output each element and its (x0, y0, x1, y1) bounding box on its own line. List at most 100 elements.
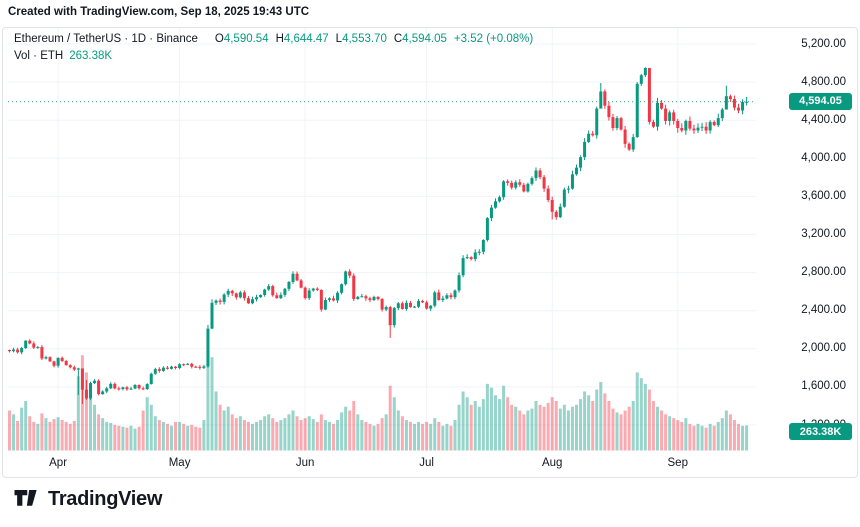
volume-bar (591, 400, 595, 451)
volume-bar (8, 410, 11, 451)
candle-body (368, 298, 372, 301)
volume-bar (182, 423, 186, 451)
candle-body (182, 364, 186, 366)
volume-bar (651, 400, 655, 451)
volume-bar (550, 397, 554, 451)
volume-bar (611, 408, 615, 451)
close-value: 4,594.05 (402, 33, 447, 45)
volume-bar (336, 420, 340, 451)
volume-bar (441, 425, 445, 451)
candle-body (437, 292, 441, 301)
volume-bar (222, 410, 226, 451)
high-value: 4,644.47 (283, 33, 329, 45)
candle-body (741, 102, 745, 111)
candle-body (8, 350, 11, 352)
candle-body (716, 118, 720, 126)
candle-body (380, 299, 384, 310)
volume-bar (643, 383, 647, 451)
volume-bar (12, 414, 16, 451)
volume-bar (84, 372, 88, 451)
candle-body (469, 257, 473, 260)
candle-body (263, 289, 267, 295)
candle-body (238, 292, 242, 298)
candle-body (376, 296, 380, 300)
candle-body (611, 117, 615, 129)
candle-body (631, 137, 635, 150)
candle-body (161, 367, 165, 371)
volume-bar (502, 385, 506, 451)
candle-body (465, 257, 469, 259)
candle-body (599, 91, 603, 109)
volume-bar (238, 416, 242, 451)
candle-body (336, 292, 340, 301)
volume-bar (570, 406, 574, 451)
volume-bar (76, 376, 80, 451)
volume-bar (566, 410, 570, 451)
candle-body (688, 120, 692, 129)
candle-body (392, 308, 396, 326)
price-tick-label: 4,400.00 (801, 113, 846, 126)
candle-body (44, 357, 48, 359)
volume-bar (417, 421, 421, 451)
volume-bar (230, 414, 234, 451)
candle-body (344, 271, 348, 285)
price-tick-label: 5,200.00 (801, 37, 846, 50)
volume-bar (449, 425, 453, 451)
volume-bar (413, 423, 416, 451)
candle-body (587, 133, 591, 142)
volume-bar (647, 389, 651, 451)
candle-body (190, 363, 194, 367)
open-label: O (214, 33, 224, 45)
candle-body (145, 384, 149, 390)
volume-bar (141, 410, 145, 451)
candle-body (198, 366, 202, 368)
candle-body (421, 300, 425, 303)
volume-bar (287, 414, 291, 451)
candle-body (255, 297, 259, 300)
candle-body (696, 127, 700, 131)
candle-body (24, 340, 28, 349)
symbol-legend: Ethereum / TetherUS · 1D · Binance O4,590… (14, 33, 533, 45)
volume-bar (445, 423, 449, 451)
last-price-badge: 4,594.05 (789, 92, 852, 110)
candle-body (315, 288, 319, 290)
candle-body (429, 305, 433, 309)
candle-body (352, 275, 356, 300)
candle-body (579, 157, 583, 168)
volume-bar (246, 421, 250, 451)
candle-body (704, 126, 708, 131)
low-value: 4,553.70 (342, 33, 387, 45)
volume-bar (489, 387, 493, 451)
candle-body (20, 348, 24, 353)
month-tick-label: Sep (667, 457, 688, 469)
candle-body (708, 121, 712, 131)
volume-bar (327, 421, 331, 451)
candle-body (372, 296, 376, 301)
time-axis[interactable]: Apr May Jun Jul Aug Sep (0, 452, 758, 476)
volume-bar (68, 423, 72, 451)
candle-body (234, 293, 238, 298)
candle-body (485, 218, 489, 241)
volume-bar (121, 426, 125, 451)
month-tick-label: Apr (49, 457, 68, 469)
candle-body (32, 343, 36, 348)
candle-body (348, 271, 352, 276)
last-volume-badge: 263.38K (789, 423, 852, 440)
candle-body (461, 258, 465, 276)
volume-bar (392, 397, 396, 451)
candle-body (514, 182, 518, 188)
candle-body (489, 207, 493, 219)
candle-body (214, 300, 218, 303)
volume-bar (186, 425, 190, 451)
low-label: L (335, 33, 343, 45)
volume-bar (716, 421, 720, 451)
volume-bar (149, 404, 153, 451)
price-tick-label: 4,000.00 (801, 151, 846, 164)
volume-bar (396, 410, 400, 451)
candle-body (388, 307, 392, 326)
volume-bar (20, 407, 24, 451)
volume-bar (307, 416, 311, 451)
volume-bar (16, 420, 20, 451)
volume-bar (562, 404, 566, 451)
